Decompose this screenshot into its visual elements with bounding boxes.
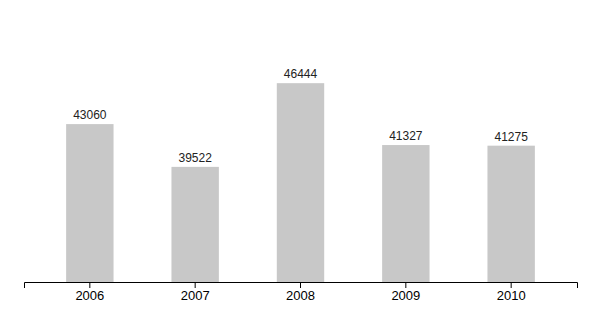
x-tick-mark — [405, 282, 406, 288]
x-tick-label: 2006 — [75, 288, 104, 303]
x-tick-mark — [89, 282, 90, 288]
data-label: 39522 — [178, 151, 212, 165]
x-axis-line — [25, 283, 578, 289]
chart-container: 4306039522464444132741275200620072008200… — [0, 0, 601, 314]
data-label: 41327 — [389, 129, 423, 143]
x-tick-mark — [300, 282, 301, 288]
x-axis: 2006 2007 2008 2009 2010 — [25, 282, 578, 303]
x-tick-label: 2008 — [286, 288, 315, 303]
bar — [171, 167, 218, 282]
bar — [277, 83, 324, 282]
data-labels: 43060 39522 46444 41327 41275 — [73, 67, 528, 165]
x-tick: 2010 — [497, 282, 526, 303]
bar — [487, 146, 534, 282]
x-tick-mark — [511, 282, 512, 288]
bar — [66, 124, 113, 282]
x-tick: 2007 — [181, 282, 210, 303]
x-tick-mark — [195, 282, 196, 288]
x-tick-label: 2009 — [391, 288, 420, 303]
data-label: 46444 — [284, 67, 318, 81]
x-tick: 2006 — [75, 282, 104, 303]
data-label: 43060 — [73, 108, 107, 122]
x-tick-label: 2007 — [181, 288, 210, 303]
x-tick: 2009 — [391, 282, 420, 303]
bars — [66, 83, 535, 282]
x-tick: 2008 — [286, 282, 315, 303]
chart-svg: 4306039522464444132741275200620072008200… — [0, 0, 601, 314]
bar — [382, 145, 429, 282]
x-tick-label: 2010 — [497, 288, 526, 303]
plot-area: 4306039522464444132741275200620072008200… — [25, 67, 578, 314]
data-label: 41275 — [494, 130, 528, 144]
